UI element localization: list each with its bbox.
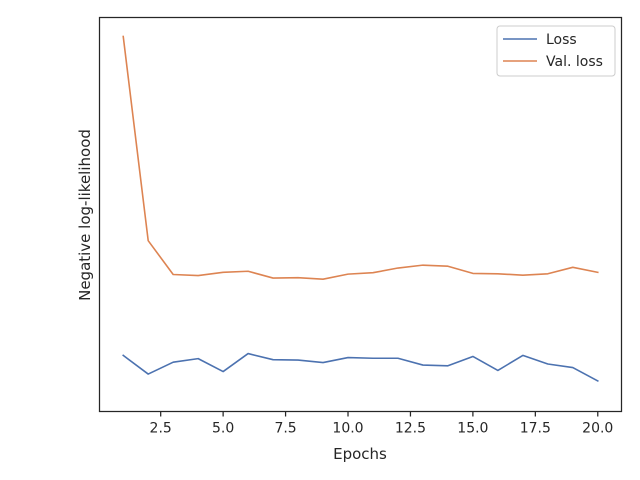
- x-tick-label: 2.5: [150, 421, 172, 437]
- x-tick-label: 15.0: [457, 421, 488, 437]
- series-line-loss: [122, 352, 599, 382]
- series-line-val-loss: [122, 35, 599, 280]
- x-axis-ticks: 2.5 5.0 7.5 10.0 12.5 15.0 17.5 20.0: [150, 411, 613, 437]
- legend: Loss Val. loss: [496, 25, 616, 77]
- y-axis-label: Negative log-likelihood: [76, 129, 94, 301]
- legend-label: Loss: [546, 32, 577, 48]
- x-tick-label: 7.5: [274, 421, 296, 437]
- x-tick-label: 20.0: [582, 421, 613, 437]
- axes-frame: [98, 16, 623, 413]
- x-tick-label: 17.5: [520, 421, 551, 437]
- x-axis-label: Epochs: [333, 445, 387, 463]
- x-tick-label: 12.5: [395, 421, 426, 437]
- x-tick-label: 10.0: [332, 421, 363, 437]
- legend-label: Val. loss: [546, 54, 603, 70]
- plot-area: [122, 35, 599, 382]
- x-tick-label: 5.0: [212, 421, 234, 437]
